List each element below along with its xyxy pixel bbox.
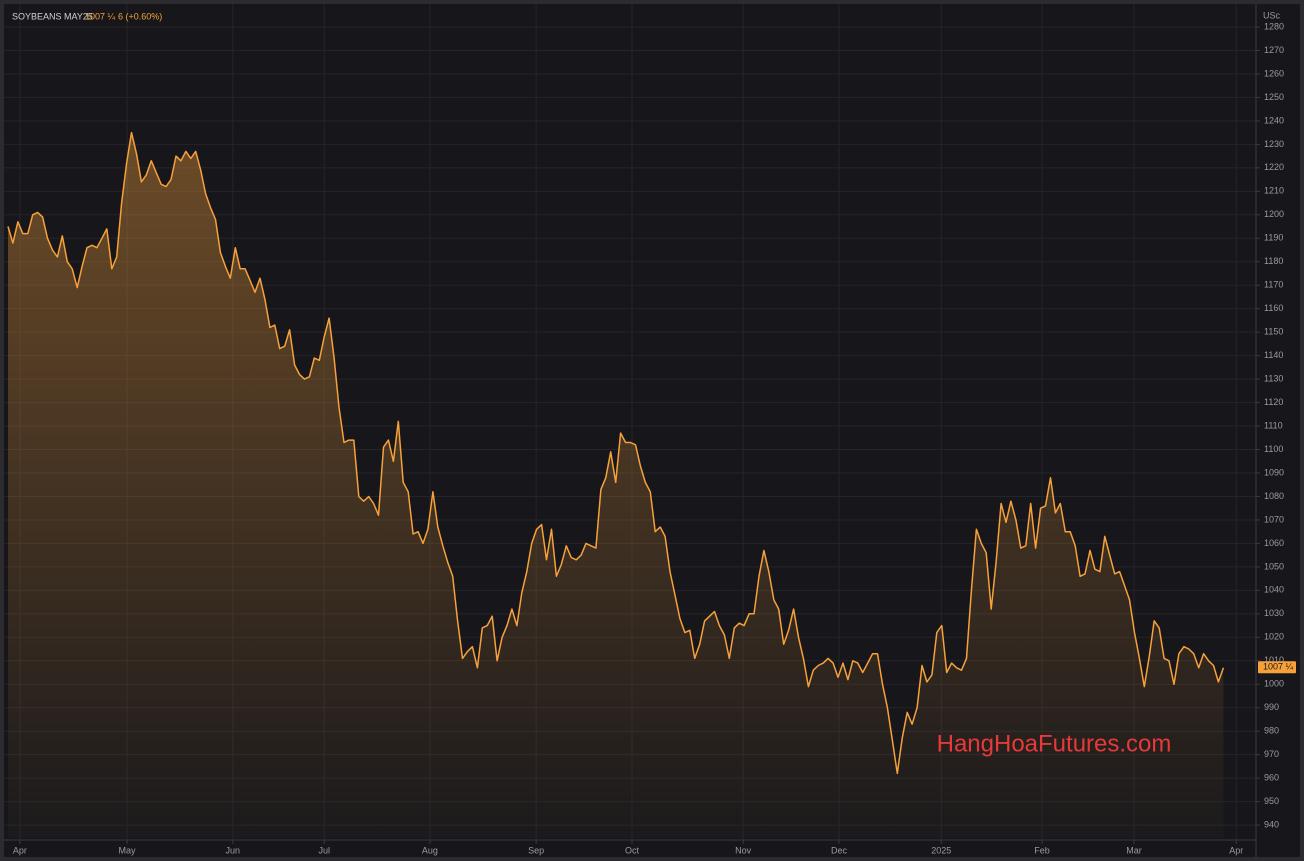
x-tick-label: Oct xyxy=(625,845,640,855)
x-tick-label: Apr xyxy=(1229,845,1243,855)
x-tick-label: Mar xyxy=(1126,845,1142,855)
watermark: HangHoaFutures.com xyxy=(937,730,1172,757)
y-tick-label: 1050 xyxy=(1264,561,1284,571)
y-tick-label: 1280 xyxy=(1264,21,1284,31)
y-tick-label: 1150 xyxy=(1264,327,1283,337)
y-tick-label: 1040 xyxy=(1264,585,1284,595)
y-tick-label: 1270 xyxy=(1264,45,1284,55)
last-price-tag xyxy=(1258,661,1296,674)
y-tick-label: 1190 xyxy=(1264,233,1283,243)
y-tick-label: 1090 xyxy=(1264,467,1284,477)
y-tick-label: 990 xyxy=(1264,702,1279,712)
y-tick-label: 1020 xyxy=(1264,632,1284,642)
unit-label: USc xyxy=(1263,10,1281,20)
symbol: SOYBEANS MAY25 xyxy=(12,11,93,21)
y-tick-label: 1120 xyxy=(1264,397,1283,407)
y-tick-label: 1100 xyxy=(1264,444,1283,454)
y-tick-label: 1030 xyxy=(1264,608,1284,618)
y-tick-label: 970 xyxy=(1264,749,1279,759)
x-tick-label: Feb xyxy=(1034,845,1050,855)
y-tick-label: 1210 xyxy=(1264,186,1284,196)
y-tick-label: 940 xyxy=(1264,819,1279,829)
x-tick-label: Aug xyxy=(422,845,438,855)
y-tick-label: 1240 xyxy=(1264,115,1284,125)
last-price-label: 1007 ¼ xyxy=(1263,662,1294,672)
y-tick-label: 1220 xyxy=(1264,162,1284,172)
y-tick-label: 1230 xyxy=(1264,139,1284,149)
y-tick-label: 1260 xyxy=(1264,68,1284,78)
x-tick-label: Jul xyxy=(318,845,330,855)
last-price-header: 1007 ¼ xyxy=(85,11,116,21)
x-tick-label: May xyxy=(119,845,137,855)
y-tick-label: 1170 xyxy=(1264,280,1283,290)
y-tick-label: 1250 xyxy=(1264,92,1284,102)
y-tick-label: 960 xyxy=(1264,773,1279,783)
y-tick-label: 1010 xyxy=(1264,655,1284,665)
x-tick-label: 2025 xyxy=(931,845,951,855)
y-tick-label: 1080 xyxy=(1264,491,1284,501)
change: 6 (+0.60%) xyxy=(118,11,162,21)
x-tick-label: Jun xyxy=(226,845,241,855)
y-tick-label: 1000 xyxy=(1264,679,1284,689)
x-tick-label: Apr xyxy=(13,845,27,855)
x-tick-label: Sep xyxy=(528,845,544,855)
y-tick-label: 1130 xyxy=(1264,373,1283,383)
y-tick-label: 1200 xyxy=(1264,209,1284,219)
y-tick-label: 1070 xyxy=(1264,514,1284,524)
y-tick-label: 1180 xyxy=(1264,256,1283,266)
x-tick-label: Dec xyxy=(831,845,848,855)
y-tick-label: 980 xyxy=(1264,726,1279,736)
area xyxy=(8,132,1224,839)
y-tick-label: 1160 xyxy=(1264,303,1283,313)
y-tick-label: 1060 xyxy=(1264,538,1284,548)
y-tick-label: 1110 xyxy=(1264,420,1283,430)
line xyxy=(7,131,1225,775)
y-tick-label: 950 xyxy=(1264,796,1279,806)
y-tick-label: 1140 xyxy=(1264,350,1283,360)
x-tick-label: Nov xyxy=(735,845,752,855)
